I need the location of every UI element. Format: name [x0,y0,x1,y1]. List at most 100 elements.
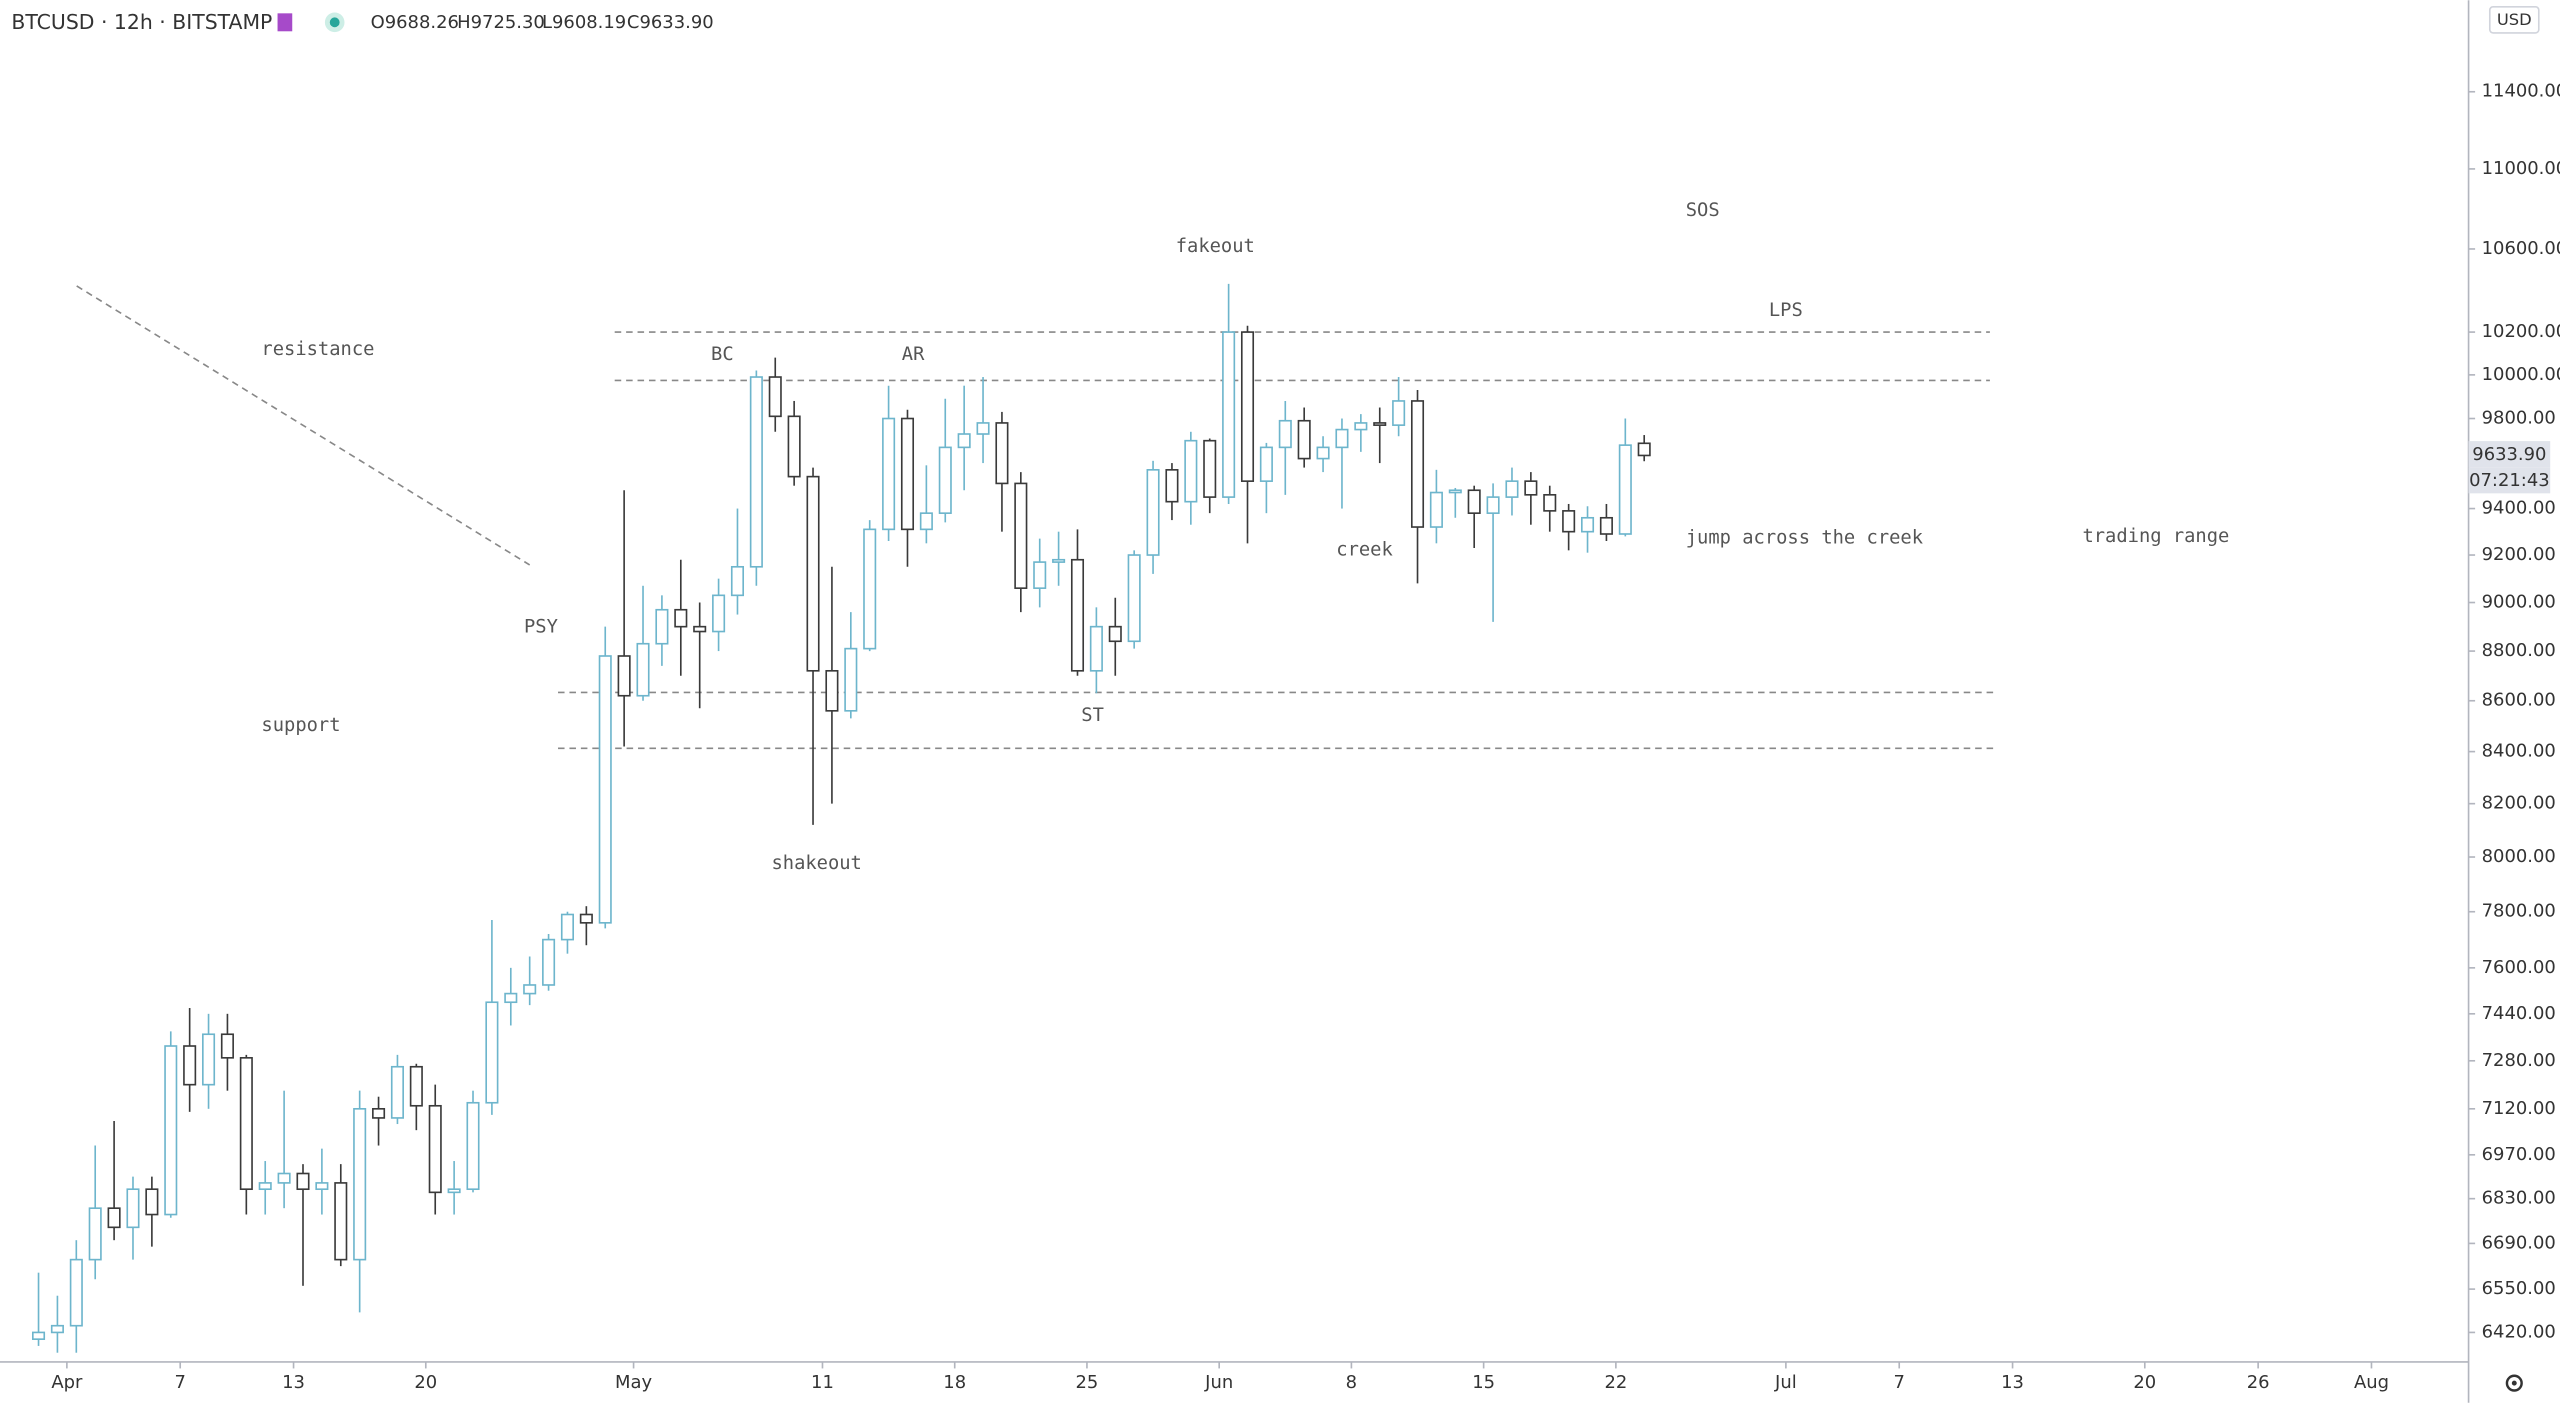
candle-body [1108,625,1122,643]
annotation: resistance [261,339,374,360]
candle-body [730,565,745,597]
y-tick-label: 9200.00 [2482,544,2556,565]
candle-body [390,1065,404,1119]
candle-body [1543,493,1557,512]
currency-box[interactable] [2488,5,2540,34]
candle-body [1127,554,1141,643]
candle-body [334,1182,348,1261]
candle-body [202,1033,216,1086]
annotation: shakeout [771,853,861,874]
candle-body [1316,446,1330,460]
x-tick-label: Aug [2354,1372,2389,1393]
x-tick-label: Jun [1204,1372,1233,1393]
candle-body [447,1188,461,1194]
candle-body [1222,331,1236,498]
candle-body [145,1188,159,1216]
candle-body [1203,439,1217,498]
x-tick-label: 22 [1604,1372,1627,1393]
candle-body [523,984,537,995]
candle-body [1486,496,1500,514]
y-tick-label: 9800.00 [2482,408,2556,429]
currency[interactable]: USD [2497,10,2532,29]
y-tick-label: 7120.00 [2482,1098,2556,1119]
settings-gear[interactable] [2505,1374,2523,1392]
symbol[interactable]: BTCUSD · 12h · BITSTAMP [11,10,272,34]
candle-body [655,608,669,645]
x-tick-label: 20 [414,1372,437,1393]
y-tick-label: 10000.00 [2482,364,2560,385]
y-tick-label: 6420.00 [2482,1321,2556,1342]
annotation: support [261,715,340,736]
y-tick-label: 7800.00 [2482,901,2556,922]
candle-body [107,1207,121,1229]
candle-body [995,422,1009,485]
flag-icon[interactable] [277,13,293,32]
candle-body [1373,422,1387,426]
candle-body [1467,489,1481,514]
candle-body [50,1324,64,1334]
annotation: fakeout [1176,236,1255,257]
x-tick-label: 15 [1472,1372,1495,1393]
annotation: AR [902,344,925,365]
annotation: BC [711,344,734,365]
candle-body [579,913,593,924]
candle-body [69,1258,83,1327]
candle-body [712,594,726,633]
y-tick-label: 10200.00 [2482,321,2560,342]
x-tick-label: 13 [282,1372,305,1393]
settings-icon[interactable] [2505,1374,2523,1392]
candle-body [1033,561,1047,589]
candle-body [296,1172,310,1191]
x-tick-label: 8 [1346,1372,1357,1393]
y-tick-label: 9400.00 [2482,498,2556,519]
annotation: creek [1336,540,1393,561]
candle-body [882,417,896,531]
candle-body [183,1045,197,1086]
annotation: trading range [2082,526,2229,547]
candle-body [1599,516,1613,535]
candle-body [409,1065,423,1107]
candle-body [239,1057,253,1191]
candle-body [806,475,820,672]
x-tick-label: 13 [2001,1372,2024,1393]
y-tick-label: 10600.00 [2482,238,2560,259]
y-tick-label: 7280.00 [2482,1050,2556,1071]
y-tick-label: 11400.00 [2482,81,2560,102]
candle-body [900,417,915,531]
candle-body [957,433,971,449]
candle-body [1410,400,1425,528]
candle-body [1335,428,1349,449]
candle-body [1354,422,1368,431]
candle-body [1146,469,1160,556]
candle-body [542,938,556,986]
x-tick-label: 26 [2247,1372,2270,1393]
candle-body [749,376,763,568]
candle-body [1429,491,1443,528]
x-tick-label: 20 [2133,1372,2156,1393]
y-tick-label: 7600.00 [2482,957,2556,978]
x-tick-label: 7 [175,1372,186,1393]
annotation: jump across the creek [1686,527,1924,548]
candle-body [1505,480,1519,498]
y-tick-label: 6550.00 [2482,1278,2556,1299]
candle-body [164,1045,178,1216]
candle-body [1070,558,1085,672]
candle-body [919,512,933,531]
annotation: ST [1081,705,1104,726]
candle-body [787,415,801,478]
candle-body [1240,331,1255,482]
candle-body [1581,516,1595,533]
candle-body [1089,625,1103,672]
x-tick-label: 25 [1076,1372,1099,1393]
y-tick-label: 6690.00 [2482,1232,2556,1253]
candle-body [504,992,518,1004]
candle-body [1618,444,1632,535]
candle-body [353,1107,367,1261]
candle-body [863,528,877,650]
candle-body [1259,446,1273,482]
status-dot [329,17,340,28]
settings-hub[interactable] [2511,1380,2517,1386]
candle-body [693,625,707,633]
close-value: C9633.90 [627,12,714,33]
